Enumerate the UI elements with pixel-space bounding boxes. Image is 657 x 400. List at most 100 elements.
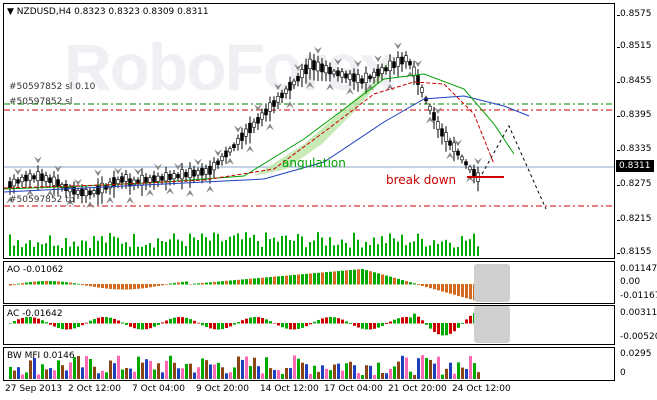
volume-bar	[105, 242, 107, 256]
mfi-bar	[161, 372, 164, 379]
ac-bar	[13, 321, 16, 324]
volume-bar	[325, 245, 327, 256]
candle-body	[84, 189, 88, 197]
ac-bar	[9, 323, 12, 324]
mfi-bar	[181, 368, 184, 379]
ao-bar	[325, 272, 328, 285]
volume-bar	[393, 238, 395, 256]
ao-bar	[153, 284, 156, 287]
candle-body	[240, 132, 244, 141]
volume-bar	[441, 241, 443, 256]
volume-bar	[473, 233, 475, 256]
ao-bar	[37, 281, 40, 285]
volume-bar	[81, 240, 83, 256]
volume-bar	[305, 247, 307, 256]
ao-bar	[149, 284, 152, 288]
candle-body	[460, 156, 464, 161]
volume-bar	[477, 246, 479, 256]
time-label: 27 Sep 2013	[5, 384, 63, 394]
volume-bar	[457, 247, 459, 256]
fractal-arrow-icon	[426, 116, 434, 124]
fractal-arrow-icon	[226, 157, 234, 165]
ao-bar	[129, 284, 132, 290]
volume-bar	[429, 245, 431, 256]
mfi-bar	[309, 373, 312, 379]
mfi-indicator-panel[interactable]: BW MFI 0.0146	[3, 347, 615, 381]
ac-bar	[185, 317, 188, 324]
ac-indicator-panel[interactable]: AC -0.01642	[3, 305, 615, 345]
candle-body	[412, 66, 416, 76]
fractal-arrow-icon	[386, 83, 394, 91]
volume-bar	[233, 235, 235, 256]
ao-bar	[393, 277, 396, 285]
ac-bar	[73, 323, 76, 329]
volume-bar	[61, 247, 63, 256]
volume-bar	[401, 234, 403, 256]
mfi-bar	[193, 372, 196, 379]
price-chart-canvas[interactable]	[4, 4, 615, 259]
price-chart-panel[interactable]: RoboForex ▼ NZDUSD,H4 0.8323 0.8323 0.83…	[3, 3, 615, 259]
fractal-arrow-icon	[154, 163, 162, 171]
mfi-bar	[349, 361, 352, 379]
fractal-arrow-icon	[234, 125, 242, 133]
ac-bar	[65, 323, 68, 330]
ao-bar	[369, 271, 372, 285]
ao-bar	[93, 284, 96, 287]
candle-body	[72, 186, 76, 195]
mfi-tick: 0.0295	[620, 349, 652, 359]
ao-tick: -0.01167	[620, 291, 657, 301]
mfi-bar	[81, 367, 84, 379]
ao-bar	[265, 277, 268, 285]
mfi-bar	[313, 365, 316, 379]
candle-body	[284, 88, 288, 94]
mfi-bar	[225, 373, 228, 379]
dropdown-triangle-icon[interactable]: ▼	[7, 7, 14, 17]
candle-body	[364, 72, 368, 84]
ao-bar	[409, 282, 412, 285]
candle-body	[244, 128, 248, 137]
ac-bar	[125, 323, 128, 325]
ac-bar	[25, 317, 28, 324]
ac-bar	[301, 323, 304, 328]
candle-body	[256, 117, 260, 124]
ac-bar	[381, 323, 384, 326]
candle-body	[336, 70, 340, 77]
price-tick: 0.8155	[620, 247, 652, 257]
candle-body	[100, 182, 104, 194]
volume-bar	[225, 240, 227, 256]
candle-body	[416, 75, 420, 85]
ao-bar	[421, 284, 424, 286]
mfi-bar	[457, 362, 460, 379]
candle-body	[116, 179, 120, 184]
ao-bar	[61, 281, 64, 285]
volume-bar	[69, 246, 71, 256]
candle-body	[276, 96, 280, 103]
volume-bar	[269, 239, 271, 256]
ac-bar	[405, 317, 408, 324]
volume-bar	[129, 246, 131, 256]
candle-body	[80, 188, 84, 197]
ao-bar	[165, 284, 168, 285]
candle-body	[176, 174, 180, 179]
mfi-bar	[253, 357, 256, 379]
ac-bar	[397, 318, 400, 324]
ao-bar	[269, 277, 272, 285]
candle-body	[200, 167, 204, 176]
ao-bar	[197, 283, 200, 285]
volume-bar	[173, 233, 175, 256]
candle-body	[8, 181, 12, 189]
fractal-arrow-icon	[246, 145, 254, 153]
ao-indicator-panel[interactable]: AO -0.01062	[3, 261, 615, 304]
mfi-bar	[301, 362, 304, 379]
ac-bar	[317, 319, 320, 324]
candle-body	[248, 122, 252, 134]
ac-tick: 0.003118	[620, 308, 657, 318]
ao-bar	[437, 284, 440, 291]
ao-bar	[201, 282, 204, 285]
ao-bar	[217, 281, 220, 285]
ao-bar	[113, 284, 116, 290]
volume-bar	[425, 246, 427, 256]
candle-body	[156, 175, 160, 182]
ac-bar	[241, 320, 244, 324]
ac-bar	[373, 323, 376, 329]
